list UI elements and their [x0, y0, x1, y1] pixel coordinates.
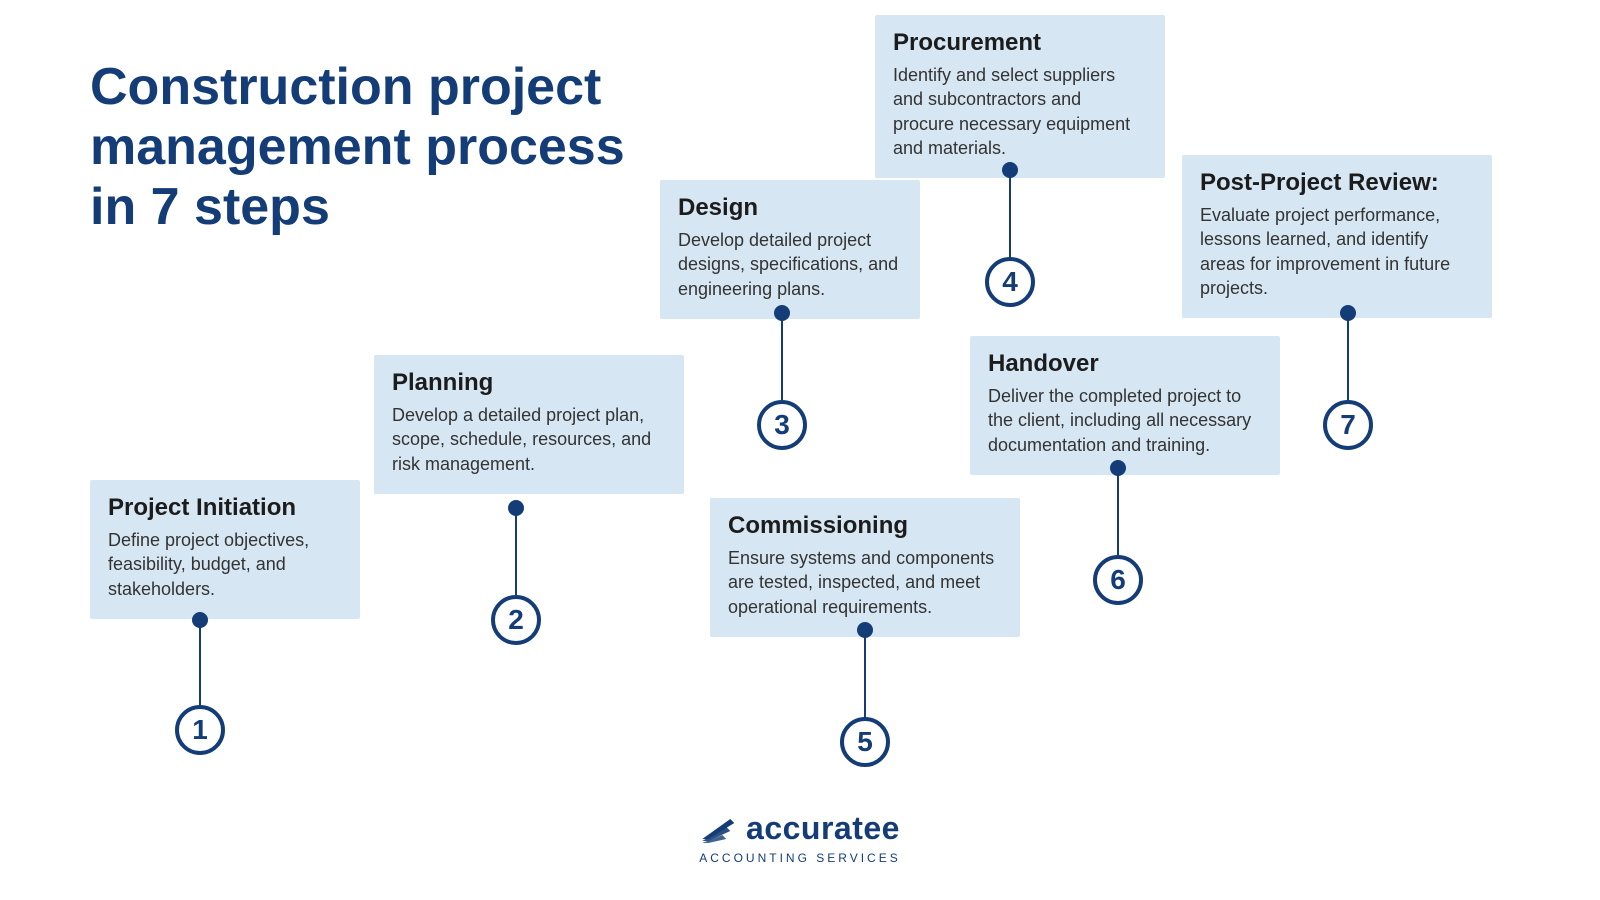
- connector-stem-3: [781, 313, 783, 400]
- step-card-3: Design Develop detailed project designs, …: [660, 180, 920, 319]
- step-number-6: 6: [1093, 555, 1143, 605]
- logo-name: accuratee: [746, 810, 900, 847]
- wing-icon: [700, 815, 736, 843]
- step-desc-4: Identify and select suppliers and subcon…: [893, 63, 1147, 160]
- step-card-2: Planning Develop a detailed project plan,…: [374, 355, 684, 494]
- connector-stem-7: [1347, 313, 1349, 400]
- step-number-3: 3: [757, 400, 807, 450]
- step-title-5: Commissioning: [728, 512, 1002, 540]
- step-title-4: Procurement: [893, 29, 1147, 57]
- step-title-1: Project Initiation: [108, 494, 342, 522]
- step-number-2: 2: [491, 595, 541, 645]
- logo-subtitle: ACCOUNTING SERVICES: [699, 851, 900, 865]
- step-desc-5: Ensure systems and components are tested…: [728, 546, 1002, 619]
- connector-stem-1: [199, 620, 201, 705]
- step-card-7: Post-Project Review: Evaluate project per…: [1182, 155, 1492, 318]
- step-number-4: 4: [985, 257, 1035, 307]
- step-card-1: Project Initiation Define project objecti…: [90, 480, 360, 619]
- step-card-4: Procurement Identify and select suppliers…: [875, 15, 1165, 178]
- connector-stem-5: [864, 630, 866, 717]
- step-title-3: Design: [678, 194, 902, 222]
- step-number-1: 1: [175, 705, 225, 755]
- brand-logo: accuratee ACCOUNTING SERVICES: [699, 810, 900, 865]
- connector-stem-6: [1117, 468, 1119, 555]
- logo-row: accuratee: [699, 810, 900, 847]
- main-title: Construction project management process …: [90, 58, 630, 237]
- step-desc-7: Evaluate project performance, lessons le…: [1200, 203, 1474, 300]
- step-title-7: Post-Project Review:: [1200, 169, 1474, 197]
- step-desc-6: Deliver the completed project to the cli…: [988, 384, 1262, 457]
- connector-stem-2: [515, 508, 517, 595]
- step-number-5: 5: [840, 717, 890, 767]
- step-card-5: Commissioning Ensure systems and componen…: [710, 498, 1020, 637]
- step-card-6: Handover Deliver the completed project to…: [970, 336, 1280, 475]
- step-title-6: Handover: [988, 350, 1262, 378]
- step-title-2: Planning: [392, 369, 666, 397]
- step-desc-1: Define project objectives, feasibility, …: [108, 528, 342, 601]
- step-desc-2: Develop a detailed project plan, scope, …: [392, 403, 666, 476]
- step-desc-3: Develop detailed project designs, specif…: [678, 228, 902, 301]
- infographic-canvas: Construction project management process …: [0, 0, 1600, 900]
- step-number-7: 7: [1323, 400, 1373, 450]
- connector-stem-4: [1009, 170, 1011, 257]
